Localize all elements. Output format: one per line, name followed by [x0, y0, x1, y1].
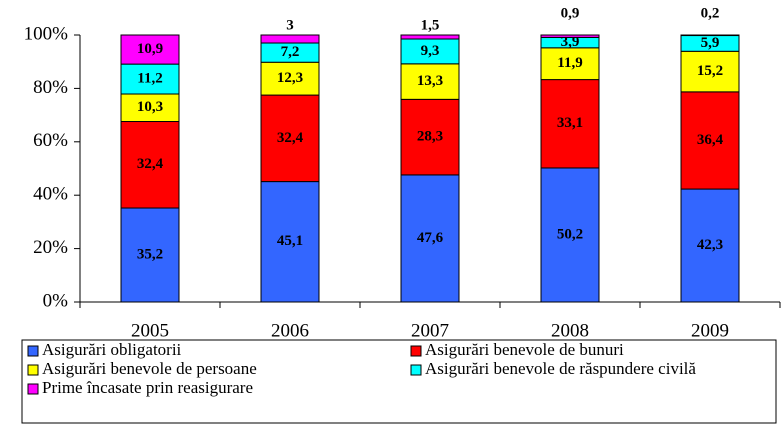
bar-segment [400, 38, 460, 65]
data-label: 10,9 [137, 41, 163, 57]
data-label: 10,3 [137, 99, 163, 115]
bar-segment [540, 34, 600, 38]
bar-segment [120, 121, 180, 209]
x-tick-label: 2009 [691, 320, 729, 341]
data-label: 3 [286, 17, 294, 33]
bar-segment [540, 79, 600, 169]
y-tick-label: 40% [33, 184, 68, 205]
data-label: 3,9 [561, 34, 580, 50]
legend-swatch [410, 364, 422, 376]
x-tick-label: 2005 [131, 320, 169, 341]
data-label: 32,4 [137, 156, 164, 172]
data-label: 11,2 [137, 70, 162, 86]
y-tick-label: 0% [43, 290, 69, 311]
data-label: 47,6 [417, 230, 444, 246]
data-label: 9,3 [421, 43, 440, 59]
bar-segment [260, 34, 320, 44]
data-label: 0,2 [701, 5, 720, 21]
legend-label: Asigurări benevole de bunuri [425, 340, 624, 359]
bar-segment [400, 34, 460, 40]
x-tick-label: 2008 [551, 320, 589, 341]
bar-segment [540, 167, 600, 303]
data-label: 42,3 [697, 237, 723, 253]
bar-segment [400, 98, 460, 176]
legend-swatch [27, 364, 39, 376]
x-tick-label: 2006 [271, 320, 309, 341]
data-label: 15,2 [697, 63, 723, 79]
bar-segment [260, 61, 320, 96]
bar-segment [400, 174, 460, 303]
bar-segment [260, 181, 320, 303]
data-label: 28,3 [417, 129, 443, 145]
data-label: 1,5 [421, 17, 440, 33]
data-label: 5,9 [701, 35, 720, 51]
bar-segment [680, 91, 740, 190]
data-label: 11,9 [557, 55, 582, 71]
bar-segment [540, 47, 600, 81]
data-label: 45,1 [277, 233, 303, 249]
data-label: 0,9 [561, 5, 580, 21]
bar-segment [680, 188, 740, 303]
y-tick-label: 80% [33, 77, 68, 98]
legend-swatch [27, 345, 39, 357]
data-label: 32,4 [277, 130, 304, 146]
x-tick-label: 2007 [411, 320, 449, 341]
data-label: 13,3 [417, 73, 443, 89]
data-label: 33,1 [557, 115, 583, 131]
legend-box [21, 339, 777, 424]
bar-segment [260, 94, 320, 183]
legend-swatch [410, 345, 422, 357]
y-tick-label: 60% [33, 130, 68, 151]
data-label: 7,2 [281, 44, 300, 60]
bar-segment [120, 63, 180, 95]
y-tick-label: 100% [24, 23, 69, 44]
legend-label: Asigurări benevole de răspundere civilă [425, 359, 696, 378]
bar-segment [120, 207, 180, 303]
bar-segment [400, 63, 460, 100]
legend-label: Prime încasate prin reasigurare [42, 378, 253, 397]
data-label: 36,4 [697, 132, 724, 148]
legend-swatch [27, 383, 39, 395]
legend-label: Asigurări benevole de persoane [42, 359, 257, 378]
data-label: 35,2 [137, 246, 163, 262]
legend-label: Asigurări obligatorii [42, 340, 182, 359]
bar-segment [120, 34, 180, 65]
y-tick-label: 20% [33, 237, 68, 258]
bar-segment [680, 34, 740, 37]
data-label: 12,3 [277, 70, 303, 86]
data-label: 50,2 [557, 226, 583, 242]
